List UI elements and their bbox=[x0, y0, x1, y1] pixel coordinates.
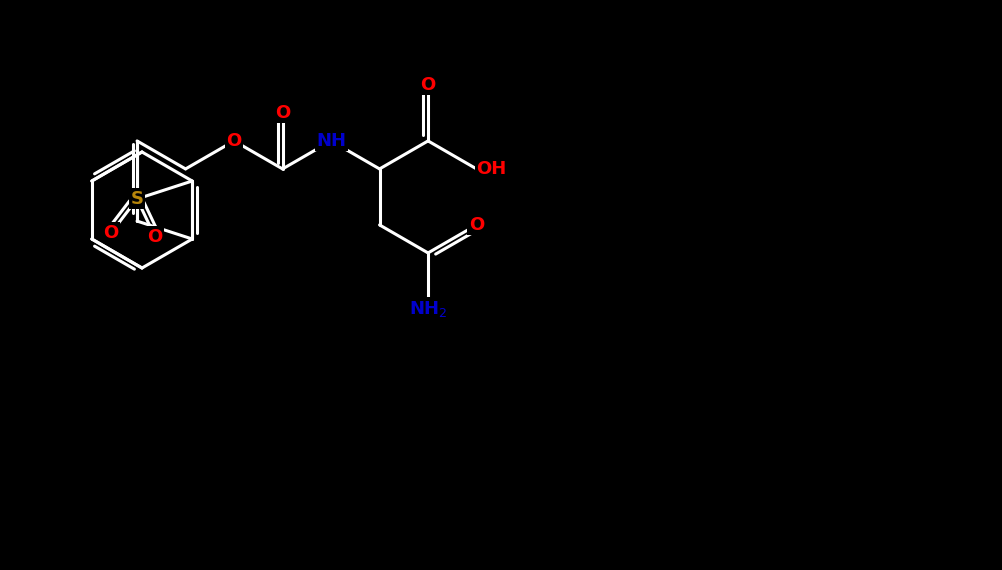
Text: S: S bbox=[130, 190, 143, 208]
Text: NH$_2$: NH$_2$ bbox=[409, 299, 447, 319]
Text: O: O bbox=[226, 132, 241, 150]
Text: O: O bbox=[147, 228, 162, 246]
Text: O: O bbox=[275, 104, 290, 122]
Text: OH: OH bbox=[476, 160, 506, 178]
Text: O: O bbox=[420, 76, 435, 94]
Text: NH: NH bbox=[316, 132, 346, 150]
Text: O: O bbox=[469, 216, 484, 234]
Text: O: O bbox=[103, 224, 118, 242]
